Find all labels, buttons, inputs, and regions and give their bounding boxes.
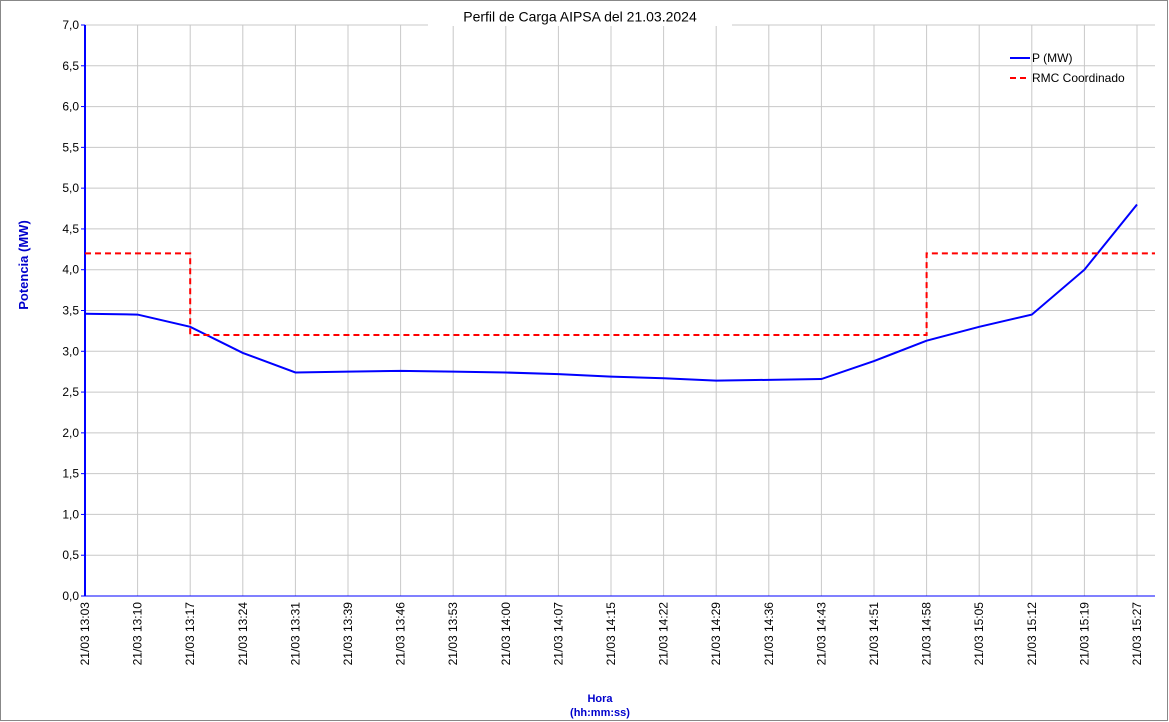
x-tick-label: 21/03 14:58 xyxy=(920,602,934,666)
x-tick-label: 21/03 14:07 xyxy=(551,602,565,666)
x-tick-label: 21/03 14:15 xyxy=(604,602,618,666)
x-tick-label: 21/03 14:51 xyxy=(867,602,881,666)
y-axis-label: Potencia (MW) xyxy=(16,220,31,310)
y-tick-label: 6,5 xyxy=(62,59,79,73)
x-axis-label: (hh:mm:ss) xyxy=(570,707,630,719)
x-tick-label: 21/03 14:43 xyxy=(814,602,828,666)
y-tick-label: 4,5 xyxy=(62,222,79,236)
y-tick-label: 5,0 xyxy=(62,181,79,195)
y-tick-label: 0,5 xyxy=(62,548,79,562)
grid xyxy=(81,24,1155,597)
x-tick-label: 21/03 13:39 xyxy=(341,602,355,666)
y-tick-label: 2,5 xyxy=(62,385,79,399)
x-axis-label: Hora xyxy=(587,693,613,705)
legend-label: RMC Coordinado xyxy=(1032,71,1125,85)
x-tick-label: 21/03 13:53 xyxy=(446,602,460,666)
y-tick-label: 3,0 xyxy=(62,344,79,358)
x-tick-label: 21/03 15:05 xyxy=(972,602,986,666)
x-tick-label: 21/03 15:27 xyxy=(1130,602,1144,666)
series-line xyxy=(84,203,1138,382)
series-line xyxy=(85,252,1155,336)
y-tick-label: 5,5 xyxy=(62,140,79,154)
x-tick-label: 21/03 14:36 xyxy=(762,602,776,666)
y-tick-label: 1,0 xyxy=(62,507,79,521)
x-tick-label: 21/03 14:29 xyxy=(709,602,723,666)
x-tick-label: 21/03 13:10 xyxy=(131,602,145,666)
x-tick-label: 21/03 13:46 xyxy=(394,602,408,666)
chart-title: Perfil de Carga AIPSA del 21.03.2024 xyxy=(463,9,697,25)
x-tick-label: 21/03 13:03 xyxy=(78,602,92,666)
y-tick-label: 1,5 xyxy=(62,467,79,481)
title-bg xyxy=(428,8,732,26)
y-tick-label: 2,0 xyxy=(62,426,79,440)
y-tick-label: 7,0 xyxy=(62,18,79,32)
y-tick-label: 6,0 xyxy=(62,100,79,114)
y-tick-label: 3,5 xyxy=(62,304,79,318)
x-tick-label: 21/03 14:22 xyxy=(657,602,671,666)
plot xyxy=(84,203,1155,382)
x-tick-label: 21/03 14:00 xyxy=(499,602,513,666)
x-tick-label: 21/03 13:24 xyxy=(236,602,250,666)
x-tick-label: 21/03 15:12 xyxy=(1025,602,1039,666)
x-tick-label: 21/03 15:19 xyxy=(1077,602,1091,666)
y-tick-label: 0,0 xyxy=(62,589,79,603)
x-tick-label: 21/03 13:17 xyxy=(183,602,197,666)
legend-label: P (MW) xyxy=(1032,51,1072,65)
y-tick-label: 4,0 xyxy=(62,263,79,277)
x-tick-label: 21/03 13:31 xyxy=(288,602,302,666)
